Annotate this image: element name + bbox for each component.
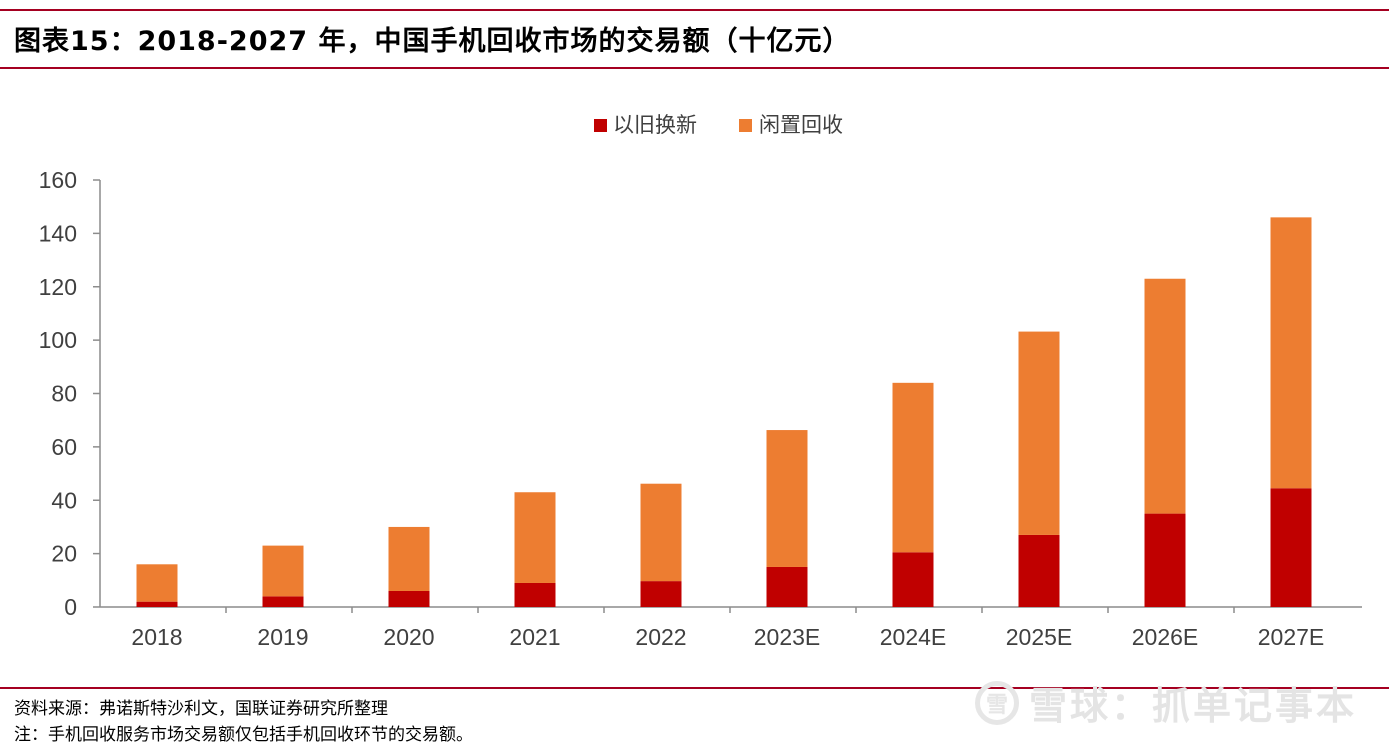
legend-swatch	[594, 119, 607, 132]
x-tick-label: 2021	[509, 624, 560, 650]
watermark-text: 雪球：抓单记事本	[1029, 684, 1358, 728]
x-tick-label: 2023E	[754, 624, 821, 650]
legend-swatch	[739, 119, 752, 132]
legend-label: 闲置回收	[759, 113, 843, 137]
x-tick-label: 2026E	[1132, 624, 1199, 650]
figure-title: 图表15：2018-2027 年，中国手机回收市场的交易额（十亿元）	[14, 26, 851, 57]
bar-segment-trade-in	[388, 590, 430, 607]
source-note: 资料来源：弗诺斯特沙利文，国联证券研究所整理	[14, 699, 388, 719]
bar-segment-trade-in	[892, 552, 934, 607]
stacked-bar-chart: 以旧换新 闲置回收 0 20 40 60 80 100 120 140 160 2018 2019 20…	[39, 113, 1362, 650]
y-tick-label: 60	[51, 434, 77, 460]
bar-segment-idle-recycle	[1144, 278, 1186, 514]
x-tick-label: 2018	[131, 624, 182, 650]
chart-legend: 以旧换新 闲置回收	[594, 113, 843, 137]
y-tick-label: 120	[39, 274, 77, 300]
bottom-rule	[0, 687, 1389, 689]
x-tick-label: 2024E	[880, 624, 947, 650]
y-tick-label: 80	[51, 381, 77, 407]
footnote: 注：手机回收服务市场交易额仅包括手机回收环节的交易额。	[14, 725, 473, 745]
bar-segment-trade-in	[262, 596, 304, 607]
bar-segment-idle-recycle	[262, 545, 304, 597]
y-tick-label: 160	[39, 167, 77, 193]
top-rule	[0, 9, 1389, 11]
bar-segment-idle-recycle	[1270, 217, 1312, 489]
x-tick-label: 2025E	[1006, 624, 1073, 650]
chart-axes: 0 20 40 60 80 100 120 140 160 2018 2019 2020 2021 202…	[39, 167, 1362, 650]
bar-segment-idle-recycle	[640, 483, 682, 582]
x-tick-label: 2020	[383, 624, 434, 650]
y-tick-label: 40	[51, 487, 77, 513]
watermark: 雪 雪球：抓单记事本	[975, 675, 1357, 730]
bar-segment-trade-in	[1270, 488, 1312, 607]
x-tick-label: 2022	[635, 624, 686, 650]
legend-label: 以旧换新	[613, 113, 697, 137]
bar-segment-trade-in	[766, 566, 808, 607]
bar-segment-idle-recycle	[1018, 331, 1060, 535]
y-tick-label: 100	[39, 327, 77, 353]
x-tick-label: 2027E	[1258, 624, 1325, 650]
title-underline-rule	[0, 67, 1389, 69]
watermark-logo-icon: 雪	[975, 680, 1019, 725]
bar-segment-idle-recycle	[766, 430, 808, 567]
bar-segment-idle-recycle	[892, 382, 934, 553]
y-tick-label: 140	[39, 220, 77, 246]
x-tick-label: 2019	[257, 624, 308, 650]
bar-segment-idle-recycle	[136, 564, 178, 602]
y-tick-label: 0	[64, 594, 77, 620]
bar-segment-idle-recycle	[388, 526, 430, 591]
bar-segment-trade-in	[640, 581, 682, 607]
y-tick-label: 20	[51, 541, 77, 567]
bar-segment-trade-in	[1018, 534, 1060, 607]
bar-segment-trade-in	[1144, 513, 1186, 607]
bar-segment-trade-in	[514, 582, 556, 607]
bar-segment-trade-in	[136, 601, 178, 607]
bar-segment-idle-recycle	[514, 492, 556, 583]
chart-bars	[136, 217, 1312, 607]
